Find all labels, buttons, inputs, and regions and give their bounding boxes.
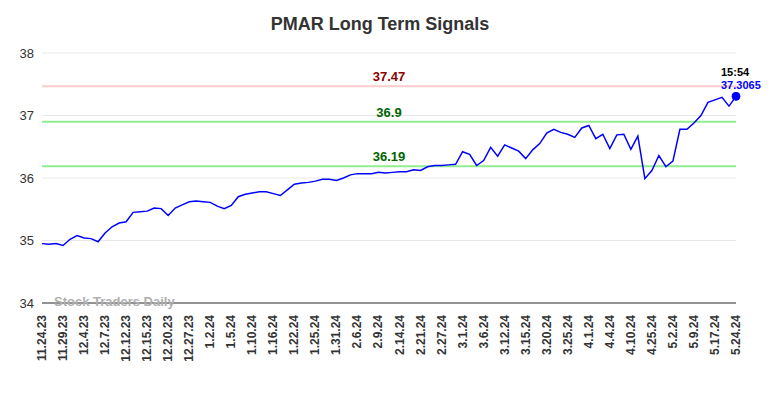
svg-text:38: 38 <box>20 46 34 61</box>
svg-text:1.25.24: 1.25.24 <box>308 315 322 355</box>
svg-text:4.10.24: 4.10.24 <box>624 315 638 355</box>
svg-text:37.3065: 37.3065 <box>721 79 761 91</box>
svg-text:37: 37 <box>20 108 34 123</box>
svg-text:4.4.24: 4.4.24 <box>603 315 617 349</box>
svg-text:12.7.23: 12.7.23 <box>98 315 112 355</box>
svg-text:12.12.23: 12.12.23 <box>119 315 133 362</box>
svg-text:36.9: 36.9 <box>376 105 401 120</box>
svg-text:1.2.24: 1.2.24 <box>203 315 217 349</box>
svg-text:1.31.24: 1.31.24 <box>329 315 343 355</box>
svg-text:3.15.24: 3.15.24 <box>519 315 533 355</box>
svg-text:1.22.24: 1.22.24 <box>287 315 301 355</box>
html-text:Stock Traders Daily: Stock Traders Daily <box>54 294 175 309</box>
svg-text:34: 34 <box>20 296 34 311</box>
svg-text:12.4.23: 12.4.23 <box>77 315 91 355</box>
svg-text:5.24.24: 5.24.24 <box>729 315 743 355</box>
svg-text:3.20.24: 3.20.24 <box>540 315 554 355</box>
html-text:PMAR Long Term Signals: PMAR Long Term Signals <box>270 14 490 34</box>
svg-text:12.15.23: 12.15.23 <box>140 315 154 362</box>
svg-text:5.2.24: 5.2.24 <box>666 315 680 349</box>
svg-text:35: 35 <box>20 233 34 248</box>
svg-text:2.14.24: 2.14.24 <box>393 315 407 355</box>
svg-text:15:54: 15:54 <box>721 66 750 78</box>
svg-text:5.17.24: 5.17.24 <box>708 315 722 355</box>
svg-text:36.19: 36.19 <box>373 149 406 164</box>
svg-text:12.20.23: 12.20.23 <box>161 315 175 362</box>
svg-text:3.6.24: 3.6.24 <box>477 315 491 349</box>
svg-text:2.27.24: 2.27.24 <box>435 315 449 355</box>
svg-text:4.25.24: 4.25.24 <box>645 315 659 355</box>
svg-text:1.16.24: 1.16.24 <box>266 315 280 355</box>
svg-text:3.1.24: 3.1.24 <box>456 315 470 349</box>
svg-text:2.6.24: 2.6.24 <box>350 315 364 349</box>
svg-text:5.9.24: 5.9.24 <box>687 315 701 349</box>
svg-text:11.29.23: 11.29.23 <box>56 315 70 361</box>
svg-text:12.27.23: 12.27.23 <box>182 315 196 362</box>
svg-text:11.24.23: 11.24.23 <box>35 315 49 361</box>
svg-text:2.9.24: 2.9.24 <box>371 315 385 349</box>
svg-text:2.21.24: 2.21.24 <box>414 315 428 355</box>
svg-text:37.47: 37.47 <box>373 69 406 84</box>
svg-text:4.1.24: 4.1.24 <box>582 315 596 349</box>
svg-text:1.5.24: 1.5.24 <box>224 315 238 349</box>
svg-text:3.12.24: 3.12.24 <box>498 315 512 355</box>
svg-text:3.25.24: 3.25.24 <box>561 315 575 355</box>
svg-text:36: 36 <box>20 171 34 186</box>
svg-text:1.10.24: 1.10.24 <box>245 315 259 355</box>
